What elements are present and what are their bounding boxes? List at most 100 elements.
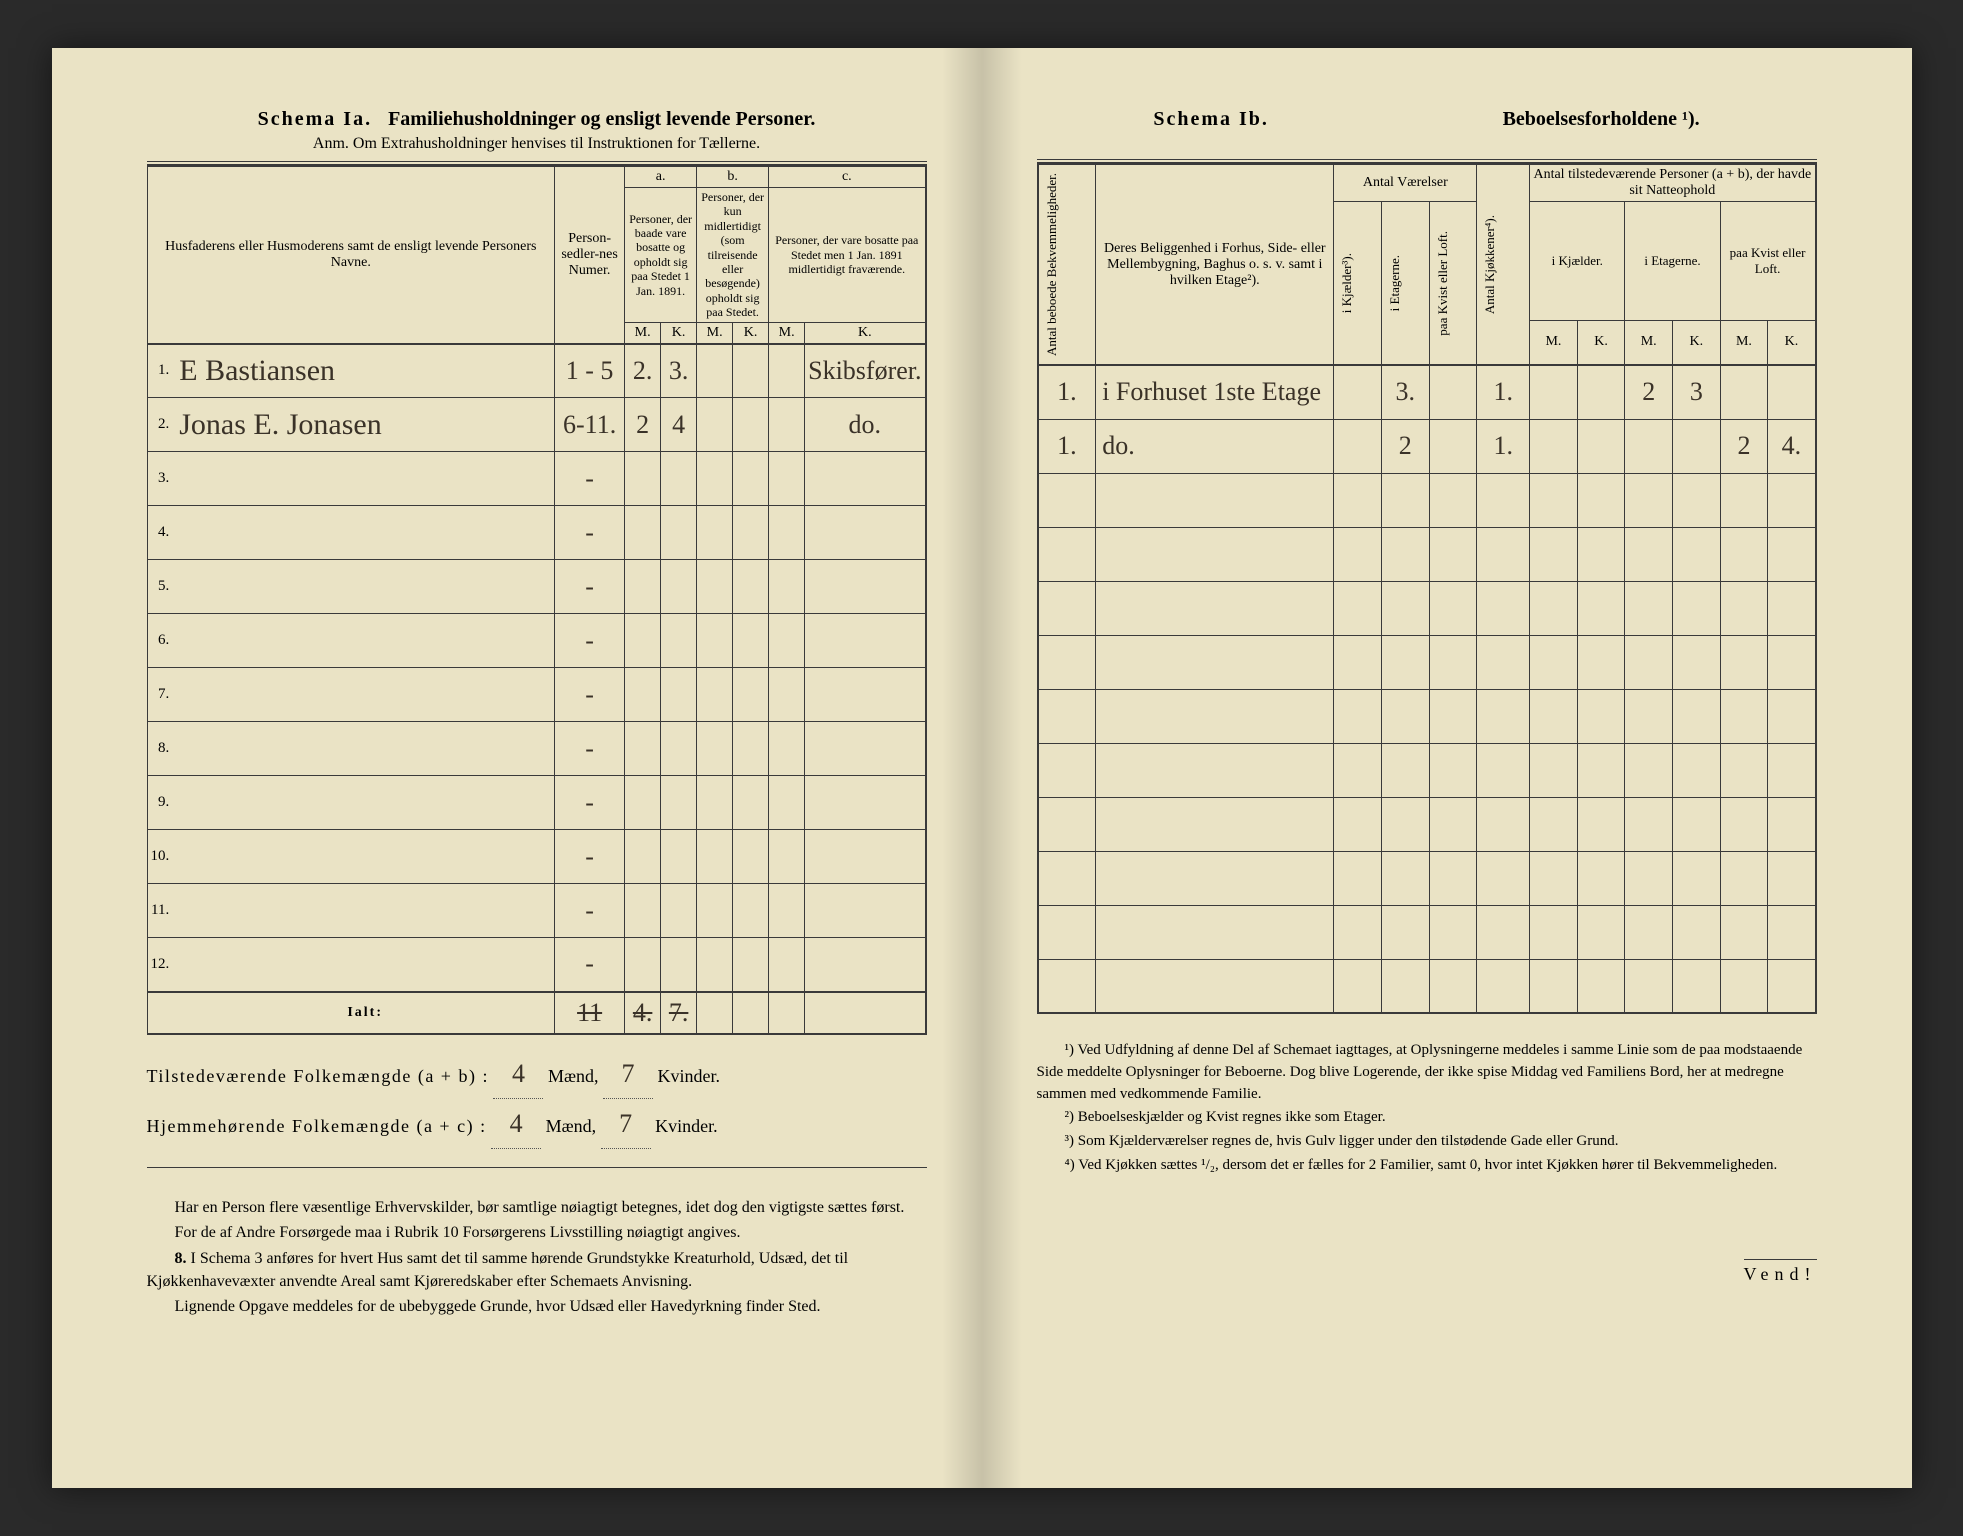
table-row: 6. -: [147, 614, 926, 668]
name-cell: [175, 776, 554, 830]
hdr-p-et: i Etagerne.: [1625, 202, 1720, 321]
hdr-p-kv: paa Kvist eller Loft.: [1720, 202, 1815, 321]
sed-cell: -: [555, 938, 625, 992]
sed-cell: -: [555, 452, 625, 506]
name-cell: [175, 722, 554, 776]
name-cell: E Bastiansen: [175, 344, 554, 398]
sed-cell: -: [555, 668, 625, 722]
hdr-belig: Deres Beliggenhed i Forhus, Side- eller …: [1096, 164, 1334, 365]
ialt-am: 4.: [633, 998, 653, 1027]
para3: I Schema 3 anføres for hvert Hus samt de…: [147, 1250, 849, 1290]
instructions-left: Har en Person flere væsentlige Erhvervsk…: [147, 1196, 927, 1318]
table-row: [1038, 959, 1816, 1013]
hdr-v-kv: paa Kvist eller Loft.: [1433, 225, 1453, 342]
table-row: 2.Jonas E. Jonasen6-11.24do.: [147, 398, 926, 452]
row-num: 11.: [147, 884, 175, 938]
row-num: 6.: [147, 614, 175, 668]
hdr-a-sub: Personer, der baade vare bosatte og opho…: [625, 188, 697, 323]
fn2: ²) Beboelseskjælder og Kvist regnes ikke…: [1037, 1107, 1817, 1129]
table-row: 1.E Bastiansen1 - 52.3.Skibsfører.: [147, 344, 926, 398]
ialt-ak: 7.: [669, 998, 689, 1027]
sed-cell: 6-11.: [555, 398, 625, 452]
row-num: 3.: [147, 452, 175, 506]
row-num: 7.: [147, 668, 175, 722]
table-row: [1038, 797, 1816, 851]
hdr-b: b.: [697, 166, 769, 188]
schema-1a-label: Schema Ia.: [258, 108, 372, 130]
fn1: ¹) Ved Udfyldning af denne Del af Schema…: [1037, 1040, 1817, 1105]
name-cell: [175, 938, 554, 992]
hdr-seddel: Person-sedler-nes Numer.: [555, 166, 625, 344]
para2: For de af Andre Forsørgede maa i Rubrik …: [147, 1221, 927, 1244]
para3-lead: 8.: [175, 1250, 187, 1267]
hdr-v-et: i Etagerne.: [1385, 249, 1405, 317]
row-num: 8.: [147, 722, 175, 776]
para4: Lignende Opgave meddeles for de ubebygge…: [147, 1295, 927, 1318]
summary-block: Tilstedeværende Folkemængde (a + b) : 4 …: [147, 1049, 927, 1150]
table-row: 3. -: [147, 452, 926, 506]
sed-cell: -: [555, 614, 625, 668]
page-left: Schema Ia. Familiehusholdninger og ensli…: [52, 48, 982, 1488]
row-num: 10.: [147, 830, 175, 884]
table-row: 8. -: [147, 722, 926, 776]
sed-cell: -: [555, 722, 625, 776]
sed-cell: -: [555, 830, 625, 884]
row-num: 5.: [147, 560, 175, 614]
row-num: 9.: [147, 776, 175, 830]
schema-1b-label: Schema Ib.: [1153, 108, 1269, 131]
name-cell: [175, 614, 554, 668]
name-cell: Jonas E. Jonasen: [175, 398, 554, 452]
sum2-label: Hjemmehørende Folkemængde (a + c) :: [147, 1116, 487, 1136]
table-1b: Antal beboede Bekvemmeligheder. Deres Be…: [1037, 163, 1817, 1014]
table-row: 4.-: [147, 506, 926, 560]
hdr-cm: M.: [769, 322, 805, 344]
sed-cell: -: [555, 884, 625, 938]
census-ledger: Schema Ia. Familiehusholdninger og ensli…: [52, 48, 1912, 1488]
vend: Vend!: [1744, 1259, 1817, 1285]
table-row: 9. -: [147, 776, 926, 830]
row-num: 2.: [147, 398, 175, 452]
name-cell: [175, 560, 554, 614]
sed-cell: -: [555, 560, 625, 614]
table-row: 7. -: [147, 668, 926, 722]
anm-note: Anm. Om Extrahusholdninger henvises til …: [147, 135, 927, 153]
sum1-label: Tilstedeværende Folkemængde (a + b) :: [147, 1066, 489, 1086]
footnotes: ¹) Ved Udfyldning af denne Del af Schema…: [1037, 1040, 1817, 1177]
ialt-sed: 11: [577, 998, 602, 1027]
table-row: [1038, 851, 1816, 905]
name-cell: [175, 884, 554, 938]
para1: Har en Person flere væsentlige Erhvervsk…: [147, 1196, 927, 1219]
table-row: 11. -: [147, 884, 926, 938]
ialt-label: Ialt:: [175, 992, 554, 1034]
sed-cell: -: [555, 776, 625, 830]
hdr-ck: K.: [805, 322, 926, 344]
hdr-vaer: Antal Værelser: [1334, 164, 1477, 202]
name-cell: [175, 830, 554, 884]
table-row: [1038, 581, 1816, 635]
hdr-a: a.: [625, 166, 697, 188]
sum1-m: 4: [493, 1049, 543, 1099]
sum1-k: 7: [603, 1049, 653, 1099]
table-row: [1038, 905, 1816, 959]
hdr-bekv: Antal beboede Bekvemmeligheder.: [1042, 167, 1062, 362]
table-row: 1.do.21.24.: [1038, 419, 1816, 473]
schema-1b-title: Beboelsesforholdene ¹).: [1503, 108, 1700, 131]
sed-cell: -: [555, 506, 625, 560]
hdr-ak: K.: [661, 322, 697, 344]
table-row: [1038, 527, 1816, 581]
sum2-k: 7: [601, 1099, 651, 1149]
table-row: [1038, 743, 1816, 797]
row-num: 12.: [147, 938, 175, 992]
sum2-m: 4: [491, 1099, 541, 1149]
hdr-am: M.: [625, 322, 661, 344]
hdr-p-kj: i Kjælder.: [1530, 202, 1625, 321]
table-row: 10. -: [147, 830, 926, 884]
name-cell: [175, 668, 554, 722]
hdr-kjok: Antal Kjøkkener⁴).: [1480, 209, 1500, 320]
hdr-b-sub: Personer, der kun midlertidigt (som tilr…: [697, 188, 769, 323]
fn3: ³) Som Kjælderværelser regnes de, hvis G…: [1037, 1131, 1817, 1153]
hdr-v-kj: i Kjælder³).: [1337, 247, 1357, 319]
table-row: [1038, 635, 1816, 689]
table-1a: Husfaderens eller Husmoderens samt de en…: [147, 165, 927, 1035]
page-right: Schema Ib. Beboelsesforholdene ¹). Antal…: [982, 48, 1912, 1488]
